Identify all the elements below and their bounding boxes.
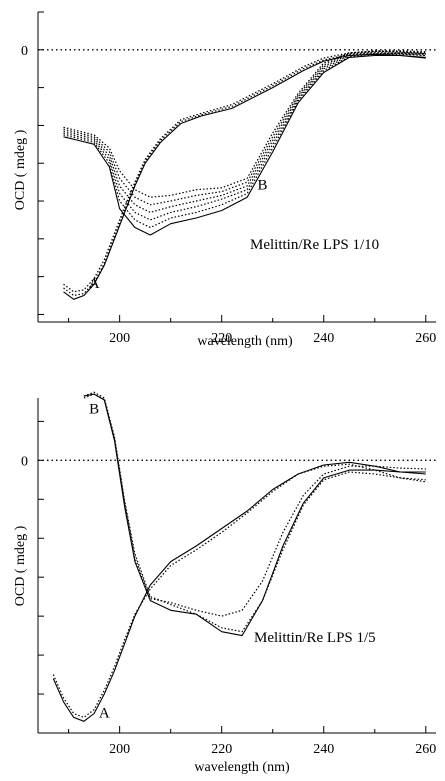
y-tick-label: 0 xyxy=(21,44,28,59)
y-axis-title: OCD ( mdeg ) xyxy=(13,129,28,210)
sample-annotation: Melittin/Re LPS 1/5 xyxy=(254,630,376,646)
sample-annotation: Melittin/Re LPS 1/10 xyxy=(250,237,379,253)
x-tick-label: 200 xyxy=(109,742,130,757)
series-line-b xyxy=(83,393,426,637)
chart-panel-2: 200 220 240 260 0 wavelength (nm) OCD ( mdeg )… xyxy=(13,391,436,775)
chart-panel-1: 200 220 240 260 0 wavelength (nm) OCD ( mdeg )… xyxy=(13,11,436,349)
series-line-b xyxy=(63,53,426,229)
curve-label-a: A xyxy=(89,276,100,292)
y-tick-label: 0 xyxy=(21,454,28,469)
series-line-b xyxy=(63,54,426,236)
y-axis-title: OCD ( mdeg ) xyxy=(13,525,28,606)
curve-label-b: B xyxy=(258,178,268,194)
series-line-b xyxy=(63,52,426,213)
series-line-b xyxy=(63,51,426,206)
x-tick-label: 220 xyxy=(211,742,232,757)
series-line-a xyxy=(52,461,426,722)
x-tick-label: 220 xyxy=(211,331,232,346)
series-line-a xyxy=(63,52,426,297)
x-axis-title: wavelength (nm) xyxy=(197,334,293,349)
series-line-a xyxy=(63,53,426,300)
curve-label-b: B xyxy=(89,402,99,418)
x-tick-label: 240 xyxy=(313,742,334,757)
x-tick-label: 240 xyxy=(313,331,334,346)
series-line-b xyxy=(83,391,426,633)
x-axis-title: wavelength (nm) xyxy=(194,760,290,775)
series-line-a xyxy=(52,463,426,719)
x-tick-label: 200 xyxy=(109,331,130,346)
curve-label-a: A xyxy=(99,705,110,721)
x-tick-label: 260 xyxy=(415,331,436,346)
series-line-a xyxy=(63,50,426,293)
x-tick-label: 260 xyxy=(415,742,436,757)
